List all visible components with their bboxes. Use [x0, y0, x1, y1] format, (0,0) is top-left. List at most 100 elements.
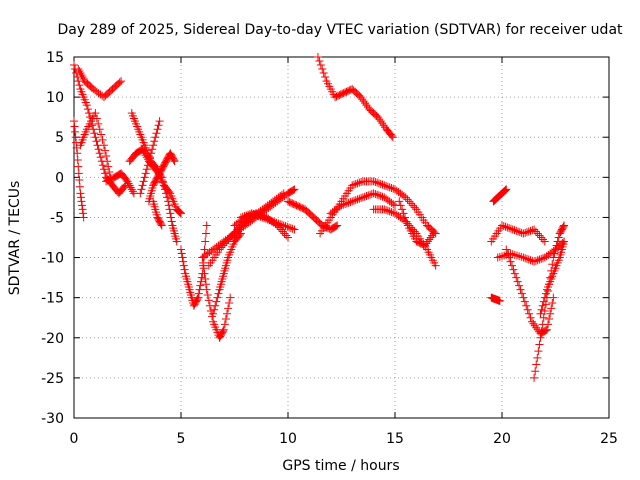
data-point-interp — [383, 206, 392, 215]
data-point-interp — [214, 289, 223, 298]
data-point-interp — [362, 101, 371, 110]
data-point-interp — [521, 254, 530, 263]
data-point-interp — [256, 212, 265, 221]
data-point-interp — [219, 241, 228, 250]
data-point — [431, 261, 440, 270]
data-point-interp — [538, 301, 547, 310]
data-point-interp — [128, 187, 137, 196]
data-point-interp — [512, 251, 521, 260]
data-point — [258, 213, 267, 222]
data-point-interp — [280, 229, 289, 238]
data-point-interp — [389, 200, 398, 209]
data-point — [348, 197, 357, 206]
data-point-interp — [315, 57, 324, 66]
data-point-interp — [503, 249, 512, 258]
data-point-interp — [371, 178, 380, 187]
data-point — [284, 233, 292, 242]
data-point-interp — [165, 205, 174, 214]
data-point-interp — [528, 226, 537, 235]
data-point — [290, 225, 299, 234]
data-point-interp — [408, 201, 417, 210]
data-point-interp — [217, 243, 226, 252]
data-point-interp — [522, 301, 531, 310]
data-point-interp — [515, 228, 524, 237]
data-point-interp — [342, 199, 351, 208]
data-point-interp — [101, 169, 110, 178]
data-point-interp — [238, 212, 247, 221]
series-track-21 — [326, 189, 399, 218]
series-track-25 — [489, 185, 511, 206]
data-point-interp — [274, 219, 283, 228]
data-point-interp — [199, 258, 208, 267]
data-point-interp — [122, 176, 131, 185]
data-point-interp — [523, 305, 532, 314]
data-point-interp — [124, 179, 133, 188]
data-point-interp — [321, 73, 330, 82]
data-point — [76, 189, 85, 198]
data-point-interp — [195, 285, 204, 294]
data-point-interp — [408, 225, 417, 234]
data-point-interp — [116, 169, 125, 178]
data-point-interp — [148, 145, 157, 154]
data-point-interp — [286, 188, 295, 197]
data-point-interp — [153, 125, 162, 134]
data-point-interp — [346, 198, 355, 207]
data-point-interp — [277, 220, 286, 229]
data-point — [530, 225, 539, 234]
data-point — [279, 189, 288, 198]
data-point-interp — [535, 231, 544, 240]
data-point-interp — [509, 265, 518, 274]
data-point-interp — [539, 235, 548, 244]
grid-lines — [74, 57, 609, 418]
data-point-interp — [159, 181, 168, 190]
data-point-interp — [376, 192, 385, 201]
data-point-interp — [194, 289, 203, 298]
data-point-interp — [74, 169, 83, 178]
chart-title: Day 289 of 2025, Sidereal Day-to-day VTE… — [57, 22, 623, 38]
data-point-interp — [405, 197, 414, 206]
data-point-interp — [283, 222, 292, 231]
data-point-interp — [499, 222, 508, 231]
data-point-interp — [517, 289, 526, 298]
data-point-interp — [361, 99, 370, 108]
data-point — [269, 217, 278, 226]
data-point-interp — [525, 309, 534, 318]
data-point-interp — [535, 340, 544, 349]
data-point — [99, 141, 108, 150]
data-point — [202, 221, 211, 230]
data-point-interp — [180, 265, 189, 274]
data-point-interp — [267, 216, 276, 225]
data-point — [380, 181, 389, 190]
data-point-interp — [104, 162, 113, 171]
data-point-interp — [133, 148, 142, 157]
series-track-5 — [102, 169, 138, 198]
data-point-interp — [376, 180, 385, 189]
data-point-interp — [355, 194, 364, 203]
data-point-interp — [83, 105, 92, 114]
data-point-interp — [373, 190, 382, 199]
data-point-interp — [332, 222, 341, 231]
data-point-interp — [74, 162, 83, 171]
data-point-interp — [423, 237, 432, 246]
x-tick-label: 0 — [70, 431, 79, 447]
data-point-interp — [286, 224, 295, 233]
series-track-2 — [74, 65, 126, 102]
data-point-interp — [70, 122, 79, 131]
data-point — [429, 229, 438, 238]
data-point — [164, 197, 173, 206]
data-point-interp — [374, 179, 383, 188]
data-point-interp — [532, 360, 541, 369]
data-point-interp — [94, 119, 103, 128]
data-point-interp — [546, 309, 555, 318]
data-point-interp — [220, 320, 229, 329]
data-point-interp — [425, 235, 434, 244]
data-point-interp — [228, 231, 237, 240]
data-point-interp — [517, 252, 526, 261]
data-point-interp — [249, 210, 258, 219]
data-point-interp — [179, 257, 188, 266]
series-track-10 — [149, 197, 166, 230]
data-point-interp — [501, 186, 510, 195]
data-point-interp — [79, 209, 88, 218]
data-point-interp — [552, 241, 561, 250]
data-point-interp — [351, 196, 360, 205]
